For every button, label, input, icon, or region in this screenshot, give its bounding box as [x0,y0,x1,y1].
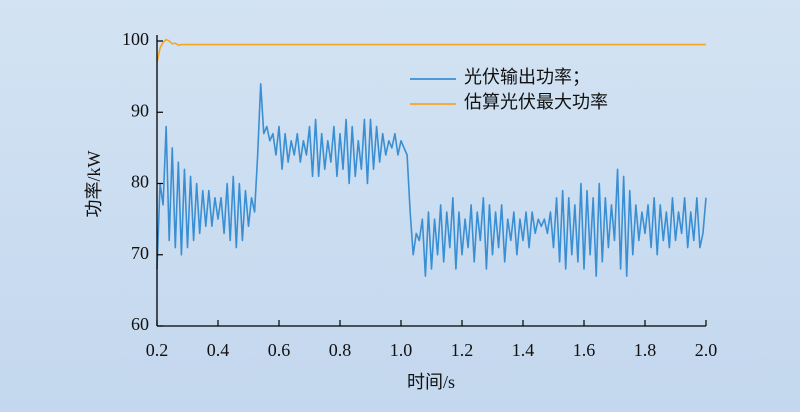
x-tick-label: 0.6 [268,340,291,360]
x-tick-label: 1.8 [634,340,657,360]
series-line [156,82,707,277]
x-tick-label: 0.4 [207,340,230,360]
series-line [156,38,706,63]
y-tick-label: 70 [131,243,149,263]
y-axis-label: 功率/kW [84,150,104,217]
legend-label: 估算光伏最大功率 [464,92,608,112]
y-tick-label: 90 [131,100,149,120]
x-tick-label: 1.0 [390,340,413,360]
x-tick-label: 0.8 [329,340,352,360]
x-tick-label: 1.6 [573,340,596,360]
x-tick-label: 2.0 [695,340,718,360]
y-tick-label: 100 [122,29,149,49]
x-tick-label: 0.2 [146,340,169,360]
y-tick-label: 60 [131,314,149,334]
y-tick-label: 80 [131,172,149,192]
x-tick-label: 1.4 [512,340,535,360]
legend-label: 光伏输出功率； [464,67,590,87]
x-axis-label: 时间/s [407,372,455,392]
x-tick-label: 1.2 [451,340,474,360]
